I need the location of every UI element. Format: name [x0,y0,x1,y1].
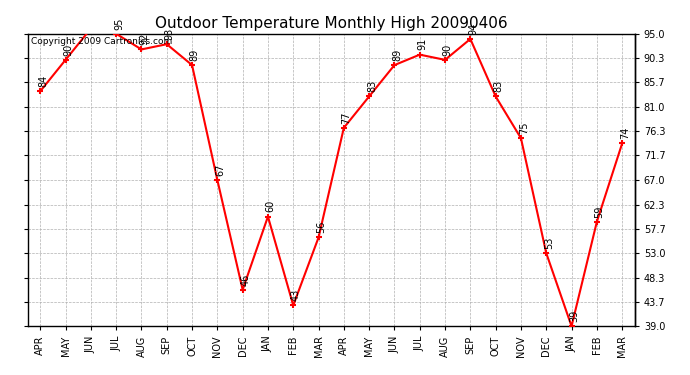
Text: 39: 39 [569,310,580,322]
Text: 56: 56 [316,221,326,233]
Title: Outdoor Temperature Monthly High 20090406: Outdoor Temperature Monthly High 2009040… [155,16,508,31]
Text: 89: 89 [392,49,402,61]
Text: 84: 84 [38,75,48,87]
Text: 83: 83 [367,80,377,92]
Text: 46: 46 [240,273,250,285]
Text: 94: 94 [468,22,478,35]
Text: 43: 43 [291,289,301,301]
Text: 75: 75 [519,122,529,134]
Text: 95: 95 [114,17,124,30]
Text: 90: 90 [63,44,73,56]
Text: Copyright 2009 Cartronics.com: Copyright 2009 Cartronics.com [30,37,172,46]
Text: 93: 93 [164,28,175,40]
Text: 89: 89 [190,49,200,61]
Text: 74: 74 [620,127,630,139]
Text: 77: 77 [342,111,352,124]
Text: 83: 83 [493,80,504,92]
Text: 92: 92 [139,33,149,45]
Text: 60: 60 [266,200,276,212]
Text: 96: 96 [0,374,1,375]
Text: 91: 91 [417,38,428,51]
Text: 67: 67 [215,164,225,176]
Text: 59: 59 [595,205,604,218]
Text: 53: 53 [544,237,554,249]
Text: 90: 90 [443,44,453,56]
